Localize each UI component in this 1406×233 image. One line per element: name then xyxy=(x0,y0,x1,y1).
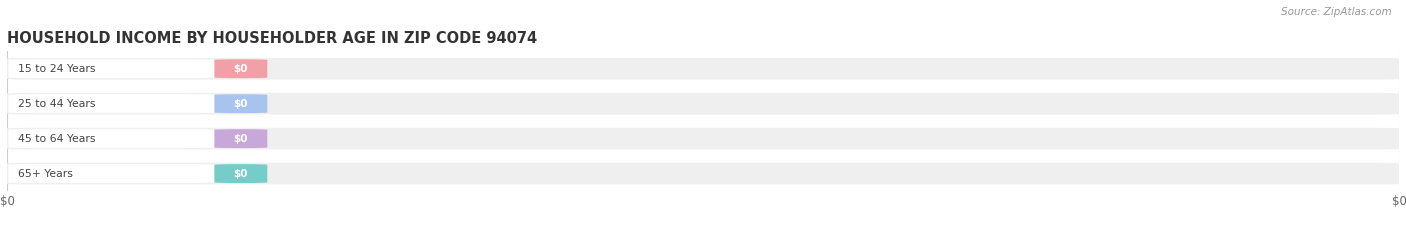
FancyBboxPatch shape xyxy=(8,164,215,183)
FancyBboxPatch shape xyxy=(8,94,215,113)
FancyBboxPatch shape xyxy=(8,59,215,78)
Text: $0: $0 xyxy=(233,99,247,109)
Text: 65+ Years: 65+ Years xyxy=(18,169,73,178)
Text: $0: $0 xyxy=(233,64,247,74)
FancyBboxPatch shape xyxy=(215,164,267,183)
FancyBboxPatch shape xyxy=(7,58,1399,80)
FancyBboxPatch shape xyxy=(215,129,267,148)
FancyBboxPatch shape xyxy=(215,94,267,113)
Text: Source: ZipAtlas.com: Source: ZipAtlas.com xyxy=(1281,7,1392,17)
Text: 15 to 24 Years: 15 to 24 Years xyxy=(18,64,96,74)
FancyBboxPatch shape xyxy=(215,59,267,78)
Text: 25 to 44 Years: 25 to 44 Years xyxy=(18,99,96,109)
FancyBboxPatch shape xyxy=(7,128,1399,150)
FancyBboxPatch shape xyxy=(7,163,1399,185)
Text: $0: $0 xyxy=(233,169,247,178)
FancyBboxPatch shape xyxy=(7,93,1399,115)
Text: $0: $0 xyxy=(233,134,247,144)
FancyBboxPatch shape xyxy=(8,129,215,148)
Text: HOUSEHOLD INCOME BY HOUSEHOLDER AGE IN ZIP CODE 94074: HOUSEHOLD INCOME BY HOUSEHOLDER AGE IN Z… xyxy=(7,31,537,46)
Text: 45 to 64 Years: 45 to 64 Years xyxy=(18,134,96,144)
